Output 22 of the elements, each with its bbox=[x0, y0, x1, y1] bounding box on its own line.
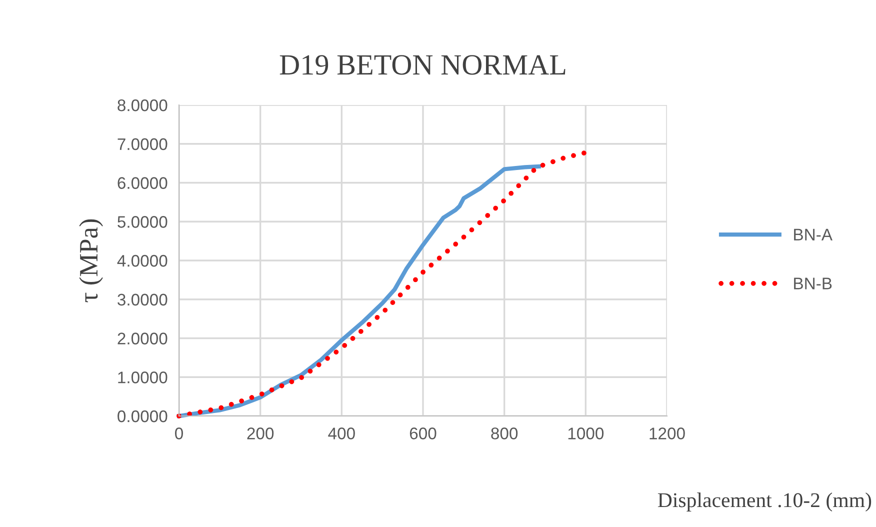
x-tick-label: 1200 bbox=[650, 428, 685, 440]
x-axis-title: Displacement .10-2 (mm) bbox=[658, 492, 872, 512]
y-axis-title: τ (MPa) bbox=[79, 219, 104, 302]
chart-title: D19 BETON NORMAL bbox=[280, 55, 566, 75]
legend-label: BN-A bbox=[794, 228, 832, 240]
y-tick-label: 0.0000 bbox=[118, 410, 168, 422]
x-tick-label: 200 bbox=[247, 428, 274, 440]
y-tick-label: 3.0000 bbox=[118, 294, 168, 306]
x-tick-label: 400 bbox=[328, 428, 355, 440]
y-tick-label: 7.0000 bbox=[118, 138, 168, 150]
x-tick-label: 1000 bbox=[568, 428, 604, 440]
line-series bbox=[176, 164, 541, 418]
y-tick-label: 4.0000 bbox=[117, 254, 168, 267]
x-tick-label: 800 bbox=[491, 428, 518, 440]
y-tick-label: 5.0000 bbox=[118, 216, 168, 228]
x-tick-label: 600 bbox=[410, 428, 436, 440]
y-tick-label: 2.0000 bbox=[118, 332, 168, 344]
legend-label: BN-B bbox=[794, 278, 832, 290]
y-tick-label: 6.0000 bbox=[118, 177, 168, 189]
y-tick-label: 8.0000 bbox=[118, 99, 168, 112]
x-tick-label: 0 bbox=[175, 428, 183, 440]
y-tick-label: 1.0000 bbox=[118, 372, 168, 384]
